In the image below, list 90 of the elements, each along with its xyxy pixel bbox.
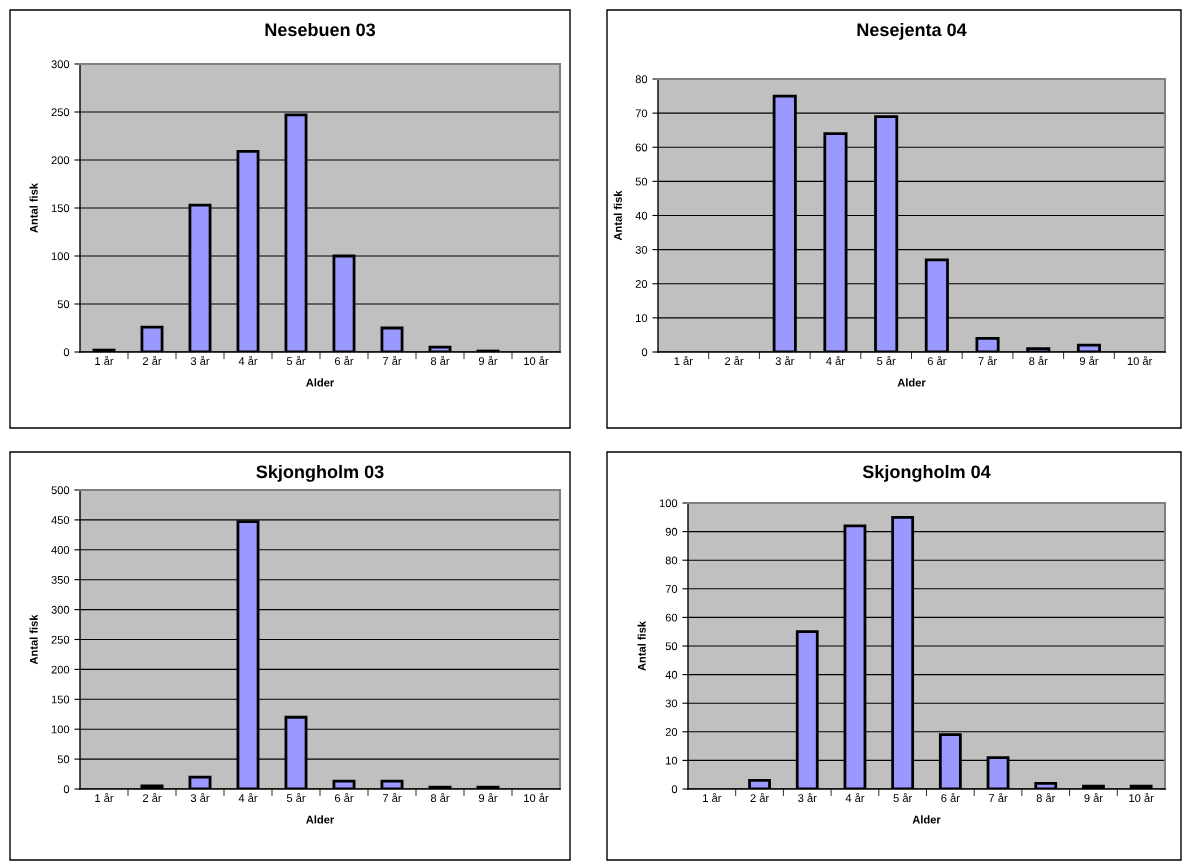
y-tick-label: 50 bbox=[57, 300, 70, 309]
x-tick-label: 4 år bbox=[238, 792, 258, 803]
y-tick-label: 40 bbox=[665, 670, 678, 679]
y-tick-label: 50 bbox=[635, 177, 648, 186]
x-tick-label: 6 år bbox=[941, 792, 960, 803]
x-tick-label: 4 år bbox=[826, 355, 845, 366]
y-tick-label: 30 bbox=[635, 245, 648, 254]
x-tick-label: 2 år bbox=[725, 355, 744, 366]
x-tick-label: 3 år bbox=[190, 355, 210, 366]
y-axis-title: Antal fisk bbox=[29, 182, 38, 233]
x-tick-label: 8 år bbox=[1029, 355, 1048, 366]
x-tick-label: 9 år bbox=[1084, 792, 1103, 803]
x-tick-label: 8 år bbox=[1036, 792, 1056, 803]
y-tick-label: 0 bbox=[671, 785, 678, 794]
y-axis-title: Antal fisk bbox=[29, 614, 38, 665]
y-tick-label: 20 bbox=[635, 280, 648, 288]
y-tick-label: 250 bbox=[51, 108, 70, 117]
x-tick-label: 1 år bbox=[674, 355, 693, 366]
y-tick-label: 200 bbox=[51, 156, 70, 165]
x-tick-label: 6 år bbox=[334, 355, 354, 366]
y-tick-label: 0 bbox=[63, 348, 70, 357]
y-tick-label: 100 bbox=[51, 725, 70, 734]
y-tick-label: 70 bbox=[665, 585, 678, 593]
x-tick-label: 8 år bbox=[430, 792, 450, 803]
y-tick-label: 100 bbox=[659, 499, 678, 508]
x-tick-label: 7 år bbox=[978, 355, 997, 366]
y-tick-label: 300 bbox=[51, 60, 70, 69]
x-tick-label: 10 år bbox=[1129, 792, 1154, 803]
y-tick-label: 30 bbox=[665, 699, 678, 708]
x-tick-label: 5 år bbox=[286, 792, 306, 803]
x-tick-label: 10 år bbox=[524, 792, 549, 803]
chart-title: Nesejenta 04 bbox=[857, 22, 967, 40]
x-tick-label: 3 år bbox=[775, 355, 795, 366]
y-tick-label: 50 bbox=[57, 755, 70, 764]
y-tick-label: 10 bbox=[666, 756, 678, 765]
x-tick-label: 5 år bbox=[286, 355, 306, 366]
x-tick-label: 7 år bbox=[383, 792, 402, 803]
y-tick-label: 60 bbox=[635, 143, 648, 152]
y-tick-label: 80 bbox=[635, 75, 648, 84]
y-tick-label: 400 bbox=[51, 546, 70, 554]
chart-title: Nesebuen 03 bbox=[265, 22, 376, 37]
y-tick-label: 70 bbox=[635, 109, 648, 118]
x-tick-label: 4 år bbox=[238, 355, 258, 366]
y-tick-label: 40 bbox=[635, 211, 648, 220]
x-tick-label: 2 år bbox=[750, 792, 769, 803]
y-tick-label: 350 bbox=[51, 575, 70, 584]
x-tick-label: 6 år bbox=[927, 355, 947, 366]
y-tick-label: 300 bbox=[51, 605, 70, 614]
x-tick-label: 1 år bbox=[95, 792, 114, 803]
x-tick-label: 1 år bbox=[95, 355, 114, 366]
x-tick-label: 9 år bbox=[478, 355, 498, 366]
y-tick-label: 100 bbox=[51, 252, 70, 261]
y-tick-label: 450 bbox=[51, 516, 70, 525]
x-tick-label: 3 år bbox=[190, 792, 210, 803]
y-axis-title: Antal fisk bbox=[637, 620, 646, 671]
y-axis-title: Antal fisk bbox=[613, 190, 622, 241]
y-tick-label: 200 bbox=[51, 665, 70, 674]
x-tick-label: 7 år bbox=[989, 792, 1008, 803]
y-tick-label: 90 bbox=[665, 527, 678, 536]
y-tick-label: 0 bbox=[641, 348, 648, 357]
x-tick-label: 9 år bbox=[1079, 355, 1099, 366]
x-tick-label: 8 år bbox=[430, 355, 450, 366]
x-tick-label: 5 år bbox=[893, 792, 913, 803]
x-tick-label: 2 år bbox=[142, 355, 162, 366]
y-tick-label: 50 bbox=[665, 642, 678, 651]
x-axis-title: Alder bbox=[897, 378, 926, 387]
y-tick-label: 10 bbox=[636, 314, 648, 323]
chart-title: Skjongholm 03 bbox=[256, 464, 384, 482]
x-tick-label: 4 år bbox=[845, 792, 865, 803]
x-tick-label: 2 år bbox=[142, 792, 162, 803]
x-axis-title: Alder bbox=[306, 378, 335, 387]
x-tick-label: 1 år bbox=[703, 792, 722, 803]
y-tick-label: 0 bbox=[63, 785, 70, 794]
x-tick-label: 6 år bbox=[334, 792, 354, 803]
x-tick-label: 3 år bbox=[798, 792, 817, 803]
x-tick-label: 5 år bbox=[877, 355, 896, 366]
y-tick-label: 80 bbox=[665, 556, 678, 565]
y-tick-label: 20 bbox=[665, 728, 678, 736]
x-tick-label: 9 år bbox=[478, 792, 498, 803]
y-tick-label: 150 bbox=[51, 204, 70, 213]
y-tick-label: 150 bbox=[51, 695, 70, 704]
x-axis-title: Alder bbox=[912, 815, 941, 824]
y-tick-label: 500 bbox=[51, 486, 70, 495]
x-tick-label: 10 år bbox=[1127, 355, 1153, 366]
y-tick-label: 60 bbox=[665, 613, 678, 622]
x-tick-label: 7 år bbox=[383, 355, 402, 366]
y-tick-label: 250 bbox=[51, 635, 70, 644]
chart-title: Skjongholm 04 bbox=[862, 464, 991, 482]
x-tick-label: 10 år bbox=[524, 355, 549, 366]
x-axis-title: Alder bbox=[306, 815, 335, 824]
